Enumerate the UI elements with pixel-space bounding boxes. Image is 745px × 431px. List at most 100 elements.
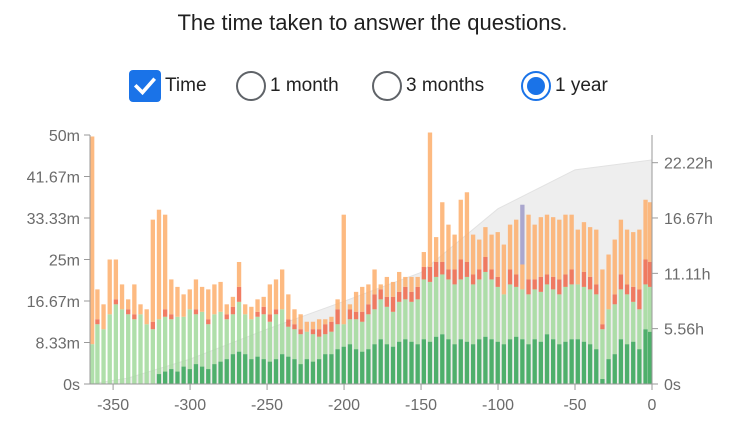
bar-red [507, 269, 513, 285]
bar-light_green [421, 279, 426, 340]
bar-red [335, 309, 340, 325]
bar-light_green [236, 301, 242, 352]
bar-light_green [310, 334, 316, 362]
bar-red [624, 284, 630, 295]
bar-light_green [587, 289, 593, 345]
bar-dark_green [403, 339, 408, 384]
bar-orange [113, 259, 119, 300]
radio-selected-icon [521, 71, 551, 101]
bar-dark_green [156, 374, 162, 384]
bar-dark_green [643, 329, 648, 384]
bar-light_green [230, 314, 236, 355]
bar-light_green [316, 336, 322, 360]
time-checkbox[interactable]: Time [129, 66, 207, 106]
bar-light_green [452, 284, 457, 345]
bar-dark_green [648, 331, 653, 384]
bar-dark_green [631, 341, 636, 384]
y-left-tick-label: 16.67m [27, 294, 80, 311]
bar-light_green [156, 319, 162, 375]
bar-orange [236, 261, 242, 287]
bar-light_green [538, 291, 544, 342]
bar-dark_green [550, 339, 556, 384]
bar-dark_green [495, 341, 500, 384]
x-tick-label: -300 [174, 397, 206, 414]
bar-light_green [631, 301, 636, 342]
bar-light_green [489, 279, 494, 340]
bar-light_green [298, 334, 303, 365]
bar-orange [304, 321, 309, 332]
bar-orange [532, 224, 537, 280]
bar-light_green [144, 324, 149, 384]
bar-light_green [119, 309, 125, 384]
x-tick-label: -350 [97, 397, 129, 414]
bar-orange [427, 132, 433, 267]
bar-light_green [575, 284, 580, 340]
bar-orange [557, 219, 562, 280]
bar-dark_green [304, 359, 309, 384]
bar-orange [119, 284, 125, 310]
bar-light_green [384, 306, 390, 345]
bar-dark_green [532, 339, 537, 384]
bar-light_green [397, 301, 402, 342]
bar-dark_green [606, 359, 611, 384]
bar-light_green [526, 294, 531, 345]
bar-red [132, 314, 137, 320]
bar-orange [329, 316, 334, 322]
bar-red [323, 324, 328, 335]
bar-light_green [477, 279, 482, 340]
bar-dark_green [600, 379, 605, 384]
bar-orange [440, 202, 445, 262]
bar-dark_green [520, 339, 525, 384]
bar-dark_green [162, 371, 168, 384]
bar-red [581, 271, 587, 287]
bar-dark_green [273, 359, 279, 384]
y-left-tick-label: 0s [63, 377, 80, 394]
radio-1-year[interactable]: 1 year [521, 66, 608, 106]
radio-1-month[interactable]: 1 month [236, 66, 339, 106]
y-left-tick-label: 25m [49, 253, 80, 270]
bar-orange [206, 289, 211, 320]
bar-orange [138, 304, 143, 315]
bar-light_green [600, 329, 605, 380]
bar-dark_green [427, 341, 433, 384]
bar-orange [483, 227, 488, 258]
bar-light_green [199, 311, 205, 367]
bar-purple [520, 204, 525, 265]
bar-light_green [415, 299, 420, 345]
bar-light_green [501, 294, 507, 345]
bar-dark_green [618, 339, 624, 384]
radio-3-months[interactable]: 3 months [372, 66, 484, 106]
bar-red [126, 309, 131, 315]
bar-dark_green [569, 339, 574, 384]
bar-light_green [267, 321, 273, 362]
bar-red [261, 306, 266, 315]
bar-light_green [409, 301, 414, 342]
bar-dark_green [366, 349, 371, 384]
bar-orange [90, 136, 95, 345]
bar-light_green [464, 276, 470, 342]
bar-light_green [323, 334, 328, 355]
bar-light_green [212, 314, 217, 365]
bar-light_green [470, 284, 476, 345]
bar-dark_green [440, 334, 445, 384]
bar-light_green [483, 271, 488, 337]
bar-dark_green [538, 341, 544, 384]
bar-dark_green [323, 354, 328, 384]
bar-light_green [353, 319, 359, 350]
bar-red [169, 314, 174, 320]
bar-light_green [224, 319, 229, 360]
bar-red [470, 274, 476, 285]
bar-red [483, 257, 488, 272]
bar-orange [249, 306, 254, 320]
bar-red [643, 259, 648, 285]
bar-orange [169, 279, 174, 315]
bar-orange [477, 239, 482, 270]
bar-red [353, 311, 359, 320]
bar-light_green [433, 276, 439, 337]
bar-light_green [138, 314, 143, 384]
bar-dark_green [175, 371, 180, 384]
y-left-tick-label: 41.67m [27, 170, 80, 187]
bar-orange [243, 304, 248, 315]
bar-orange [403, 276, 408, 287]
